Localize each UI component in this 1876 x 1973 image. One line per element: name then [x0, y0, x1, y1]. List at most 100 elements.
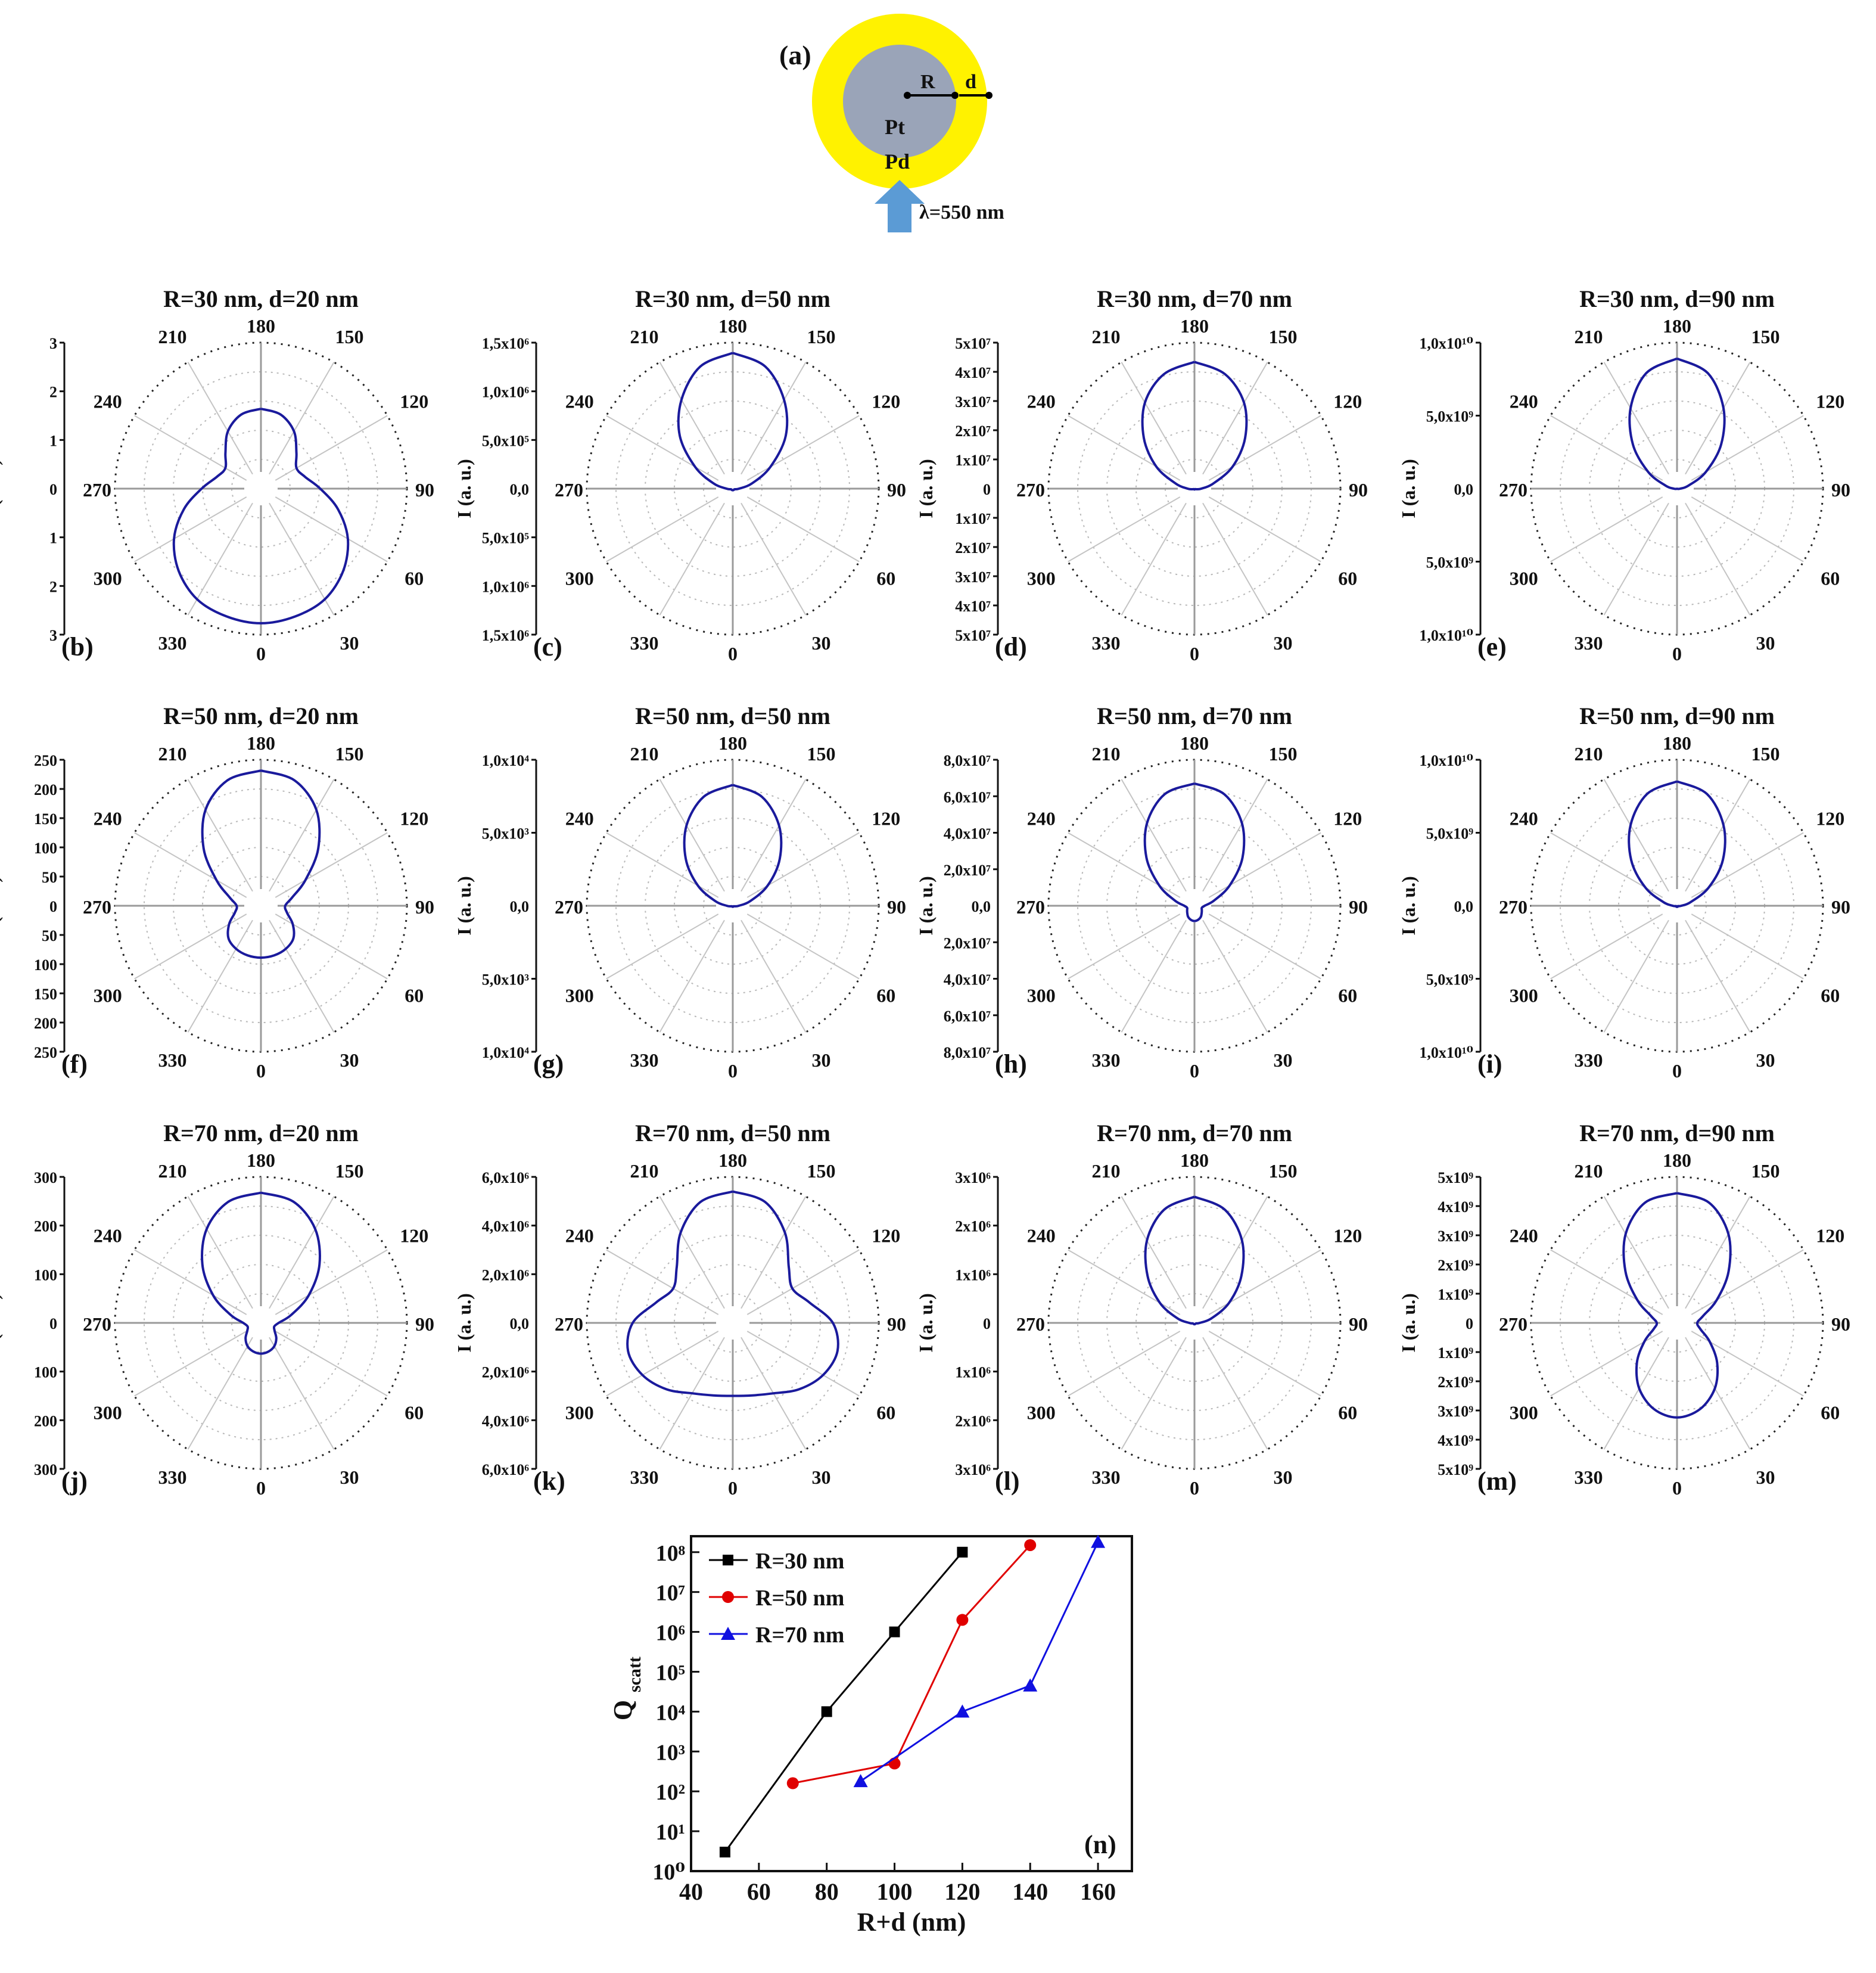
tick-label: 2,0x10⁷ — [944, 934, 991, 952]
spoke-line — [659, 779, 725, 892]
spoke-line — [1685, 1337, 1751, 1450]
spoke-line — [275, 496, 388, 563]
angle-label: 150 — [1751, 326, 1780, 347]
angle-label: 210 — [158, 743, 187, 765]
data-point — [719, 1847, 730, 1858]
angle-label: 120 — [1333, 808, 1362, 829]
data-point — [786, 1777, 799, 1789]
spoke-line — [746, 415, 860, 481]
angle-label: 0 — [1672, 643, 1682, 664]
angle-label: 60 — [1821, 568, 1840, 589]
spoke-line — [269, 919, 335, 1033]
angle-label: 30 — [1274, 1049, 1293, 1071]
radial-axis-label: I (a. u.) — [0, 459, 3, 518]
panel-label: (c) — [533, 632, 562, 661]
spoke-line — [1550, 914, 1663, 980]
tick-label: 3x10⁹ — [1438, 1228, 1473, 1245]
angle-label: 120 — [872, 391, 900, 412]
tick-label: 3x10⁷ — [955, 393, 991, 411]
angle-label: 150 — [1269, 743, 1298, 765]
spoke-line — [1691, 914, 1804, 980]
tick-label: 5,0x10⁹ — [1426, 971, 1474, 989]
angle-label: 330 — [630, 632, 659, 654]
angle-label: 300 — [1027, 985, 1056, 1006]
spoke-line — [1550, 415, 1663, 481]
angle-label: 330 — [630, 1049, 659, 1071]
panel-title: R=70 nm, d=50 nm — [635, 1120, 830, 1146]
angle-label: 270 — [555, 479, 583, 501]
panel-label: (b) — [61, 632, 94, 661]
panel-title: R=50 nm, d=20 nm — [163, 703, 359, 729]
incident-arrow — [875, 180, 925, 232]
tick-label: 1,5x10⁶ — [482, 627, 530, 644]
angle-label: 120 — [1333, 391, 1362, 412]
tick-label: 4x10⁹ — [1438, 1432, 1473, 1449]
tick-label: 3x10⁹ — [1438, 1403, 1473, 1420]
angle-label: 150 — [1751, 1160, 1780, 1182]
angle-label: 180 — [718, 1149, 747, 1171]
panel-label: (h) — [995, 1049, 1027, 1079]
radial-axis-label: I (a. u.) — [1398, 876, 1419, 936]
angle-label: 120 — [872, 808, 900, 829]
angle-label: 60 — [876, 1402, 895, 1424]
tick-label: 150 — [34, 986, 57, 1003]
angle-label: 0 — [728, 1477, 738, 1499]
spoke-line — [1603, 919, 1669, 1033]
legend-label: R=30 nm — [755, 1549, 844, 1574]
spoke-line — [741, 1196, 807, 1309]
tick-label: 1,0x10¹⁰ — [1419, 335, 1473, 352]
tick-label: 1,0x10¹⁰ — [1419, 627, 1473, 644]
spoke-line — [187, 362, 253, 475]
y-tick-label: 10⁰ — [652, 1860, 685, 1885]
intensity-curve — [1141, 361, 1248, 491]
tick-label: 5,0x10³ — [482, 971, 530, 989]
angle-label: 90 — [1349, 1313, 1368, 1335]
spoke-line — [746, 914, 860, 980]
spoke-line — [659, 362, 725, 475]
spoke-line — [1691, 1249, 1804, 1315]
spoke-line — [1202, 919, 1268, 1033]
angle-label: 150 — [807, 743, 836, 765]
angle-label: 60 — [1338, 1402, 1357, 1424]
angle-label: 60 — [405, 1402, 424, 1424]
spoke-line — [134, 832, 247, 898]
tick-label: 50 — [42, 927, 57, 944]
angle-label: 0 — [728, 643, 738, 664]
angle-label: 300 — [1027, 1402, 1056, 1424]
tick-label: 200 — [34, 781, 57, 798]
angle-label: 180 — [1663, 1149, 1691, 1171]
tick-label: 100 — [34, 956, 57, 974]
tick-label: 1x10⁶ — [955, 1266, 991, 1284]
spoke-line — [741, 502, 807, 616]
spoke-line — [1208, 914, 1321, 980]
spoke-line — [1685, 779, 1751, 892]
spoke-line — [269, 1337, 335, 1450]
data-point — [956, 1614, 969, 1626]
tick-label: 6,0x10⁶ — [482, 1461, 530, 1478]
panel-title: R=50 nm, d=50 nm — [635, 703, 830, 729]
tick-label-zero: 0,0 — [510, 1315, 530, 1332]
angle-label: 0 — [1190, 1060, 1199, 1082]
tick-label: 200 — [34, 1218, 57, 1235]
spoke-line — [1691, 496, 1804, 563]
angle-label: 90 — [887, 1313, 906, 1335]
panel-label: (k) — [533, 1466, 565, 1496]
spoke-line — [606, 1331, 719, 1397]
angle-label: 30 — [340, 1049, 359, 1071]
panel-title: R=30 nm, d=90 nm — [1579, 285, 1775, 312]
tick-label: 5,0x10⁵ — [482, 432, 530, 449]
spoke-line — [1685, 1196, 1751, 1309]
radial-axis-label: I (a. u.) — [0, 1293, 3, 1353]
tick-label: 200 — [34, 1412, 57, 1430]
x-tick-label: 40 — [679, 1878, 703, 1905]
thickness-label: d — [965, 71, 976, 93]
angle-label: 300 — [94, 568, 122, 589]
tick-label-zero: 0 — [983, 481, 991, 498]
tick-label: 2,0x10⁶ — [482, 1266, 530, 1284]
wavelength-label: λ=550 nm — [919, 201, 1004, 223]
tick-label: 4x10⁷ — [955, 598, 991, 615]
angle-label: 120 — [1333, 1225, 1362, 1247]
spoke-line — [741, 919, 807, 1033]
